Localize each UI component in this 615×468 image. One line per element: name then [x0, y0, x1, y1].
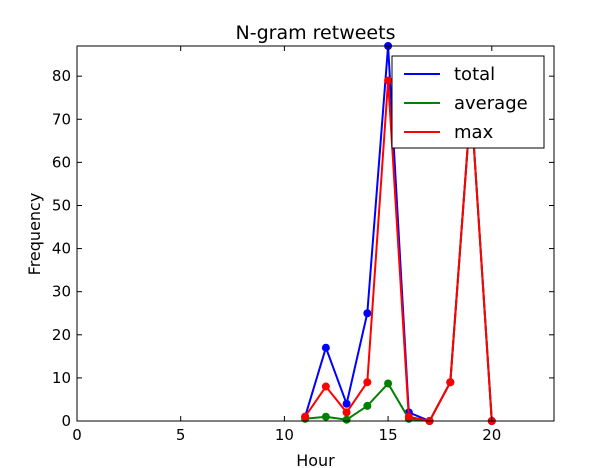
ticks-layer: 0 5 10 15 20 0 10 20 30 40 50 60 70 80: [52, 46, 554, 444]
y-tick-label: 70: [52, 110, 71, 128]
data-point-max: [384, 76, 393, 85]
legend-label-average: average: [454, 93, 528, 114]
data-point-average: [321, 412, 330, 421]
y-tick-label: 40: [52, 240, 71, 258]
data-point-total: [321, 343, 330, 352]
legend-label-total: total: [454, 64, 495, 85]
data-point-average: [363, 401, 372, 410]
data-point-max: [363, 378, 372, 387]
y-tick-label: 60: [52, 153, 71, 171]
data-point-max: [446, 378, 455, 387]
y-tick-label: 10: [52, 369, 71, 387]
data-point-max: [321, 382, 330, 391]
x-tick-label: 15: [379, 426, 398, 444]
data-point-total: [342, 399, 351, 408]
series-layer: [301, 42, 496, 425]
x-axis-label: Hour: [296, 451, 335, 468]
y-tick-label: 0: [61, 412, 71, 430]
y-tick-label: 50: [52, 196, 71, 214]
data-point-max: [342, 408, 351, 417]
chart-title: N-gram retweets: [236, 22, 396, 44]
plot-frame: [76, 45, 555, 422]
legend-label-max: max: [454, 122, 494, 143]
y-tick-label: 20: [52, 326, 71, 344]
y-tick-label: 80: [52, 67, 71, 85]
x-tick-label: 0: [72, 426, 82, 444]
data-point-max: [404, 412, 413, 421]
x-tick-label: 20: [482, 426, 501, 444]
data-point-max: [301, 412, 310, 421]
y-tick-label: 30: [52, 283, 71, 301]
y-axis-label: Frequency: [25, 193, 44, 276]
series-line-max: [304, 80, 493, 423]
x-tick-label: 5: [176, 426, 186, 444]
data-point-average: [342, 415, 351, 424]
data-point-average: [384, 379, 393, 388]
x-tick-label: 10: [275, 426, 294, 444]
legend: total average max: [391, 55, 545, 149]
data-point-total: [363, 309, 372, 318]
